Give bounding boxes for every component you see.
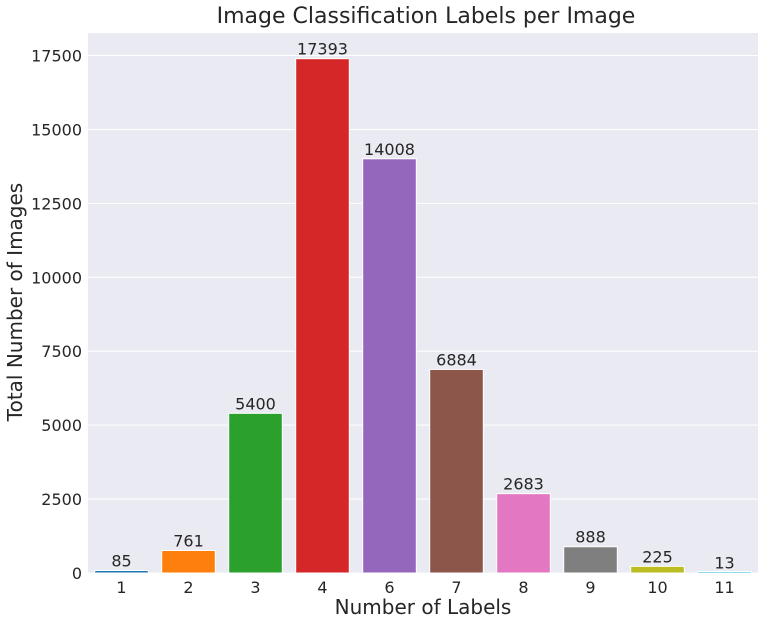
x-tick-label: 8: [518, 578, 528, 597]
x-tick-label: 6: [384, 578, 394, 597]
x-tick-label: 7: [451, 578, 461, 597]
y-axis-ticks: 0 2500 5000 7500 10000 12500 15000 17500: [31, 47, 82, 583]
x-axis-label: Number of Labels: [335, 595, 512, 619]
bar-9: [563, 546, 618, 574]
data-label: 14008: [364, 140, 415, 159]
bar-1: [94, 569, 149, 574]
bar-2: [161, 549, 216, 574]
chart-title: Image Classification Labels per Image: [217, 4, 636, 29]
y-tick-label: 15000: [31, 120, 82, 139]
data-label: 5400: [235, 394, 276, 413]
bar-8: [496, 493, 551, 574]
data-label: 13: [714, 554, 734, 573]
y-tick-label: 7500: [41, 342, 82, 361]
x-axis-ticks: 1 2 3 4 6 7 8 9 10 11: [116, 578, 734, 597]
x-tick-label: 3: [250, 578, 260, 597]
plot-background: [88, 33, 758, 573]
y-axis-label: Total Number of Images: [3, 183, 27, 422]
x-tick-label: 4: [317, 578, 327, 597]
bar-6: [362, 158, 417, 574]
y-tick-label: 10000: [31, 268, 82, 287]
data-label: 225: [642, 547, 673, 566]
y-tick-label: 0: [72, 564, 82, 583]
data-label: 85: [111, 551, 131, 570]
x-tick-label: 9: [585, 578, 595, 597]
y-tick-label: 12500: [31, 194, 82, 213]
bar-11: [697, 571, 752, 574]
y-tick-label: 2500: [41, 490, 82, 509]
bars: [94, 58, 752, 574]
y-tick-label: 17500: [31, 47, 82, 66]
x-tick-label: 11: [714, 578, 734, 597]
data-label: 2683: [503, 475, 544, 494]
data-label: 888: [575, 528, 606, 547]
bar-10: [630, 565, 685, 574]
bar-3: [228, 412, 283, 574]
data-label: 761: [173, 531, 204, 550]
y-tick-label: 5000: [41, 416, 82, 435]
x-tick-label: 1: [116, 578, 126, 597]
x-tick-label: 10: [647, 578, 667, 597]
x-tick-label: 2: [183, 578, 193, 597]
bar-4: [295, 58, 350, 574]
data-label: 6884: [436, 350, 477, 369]
gridlines: [88, 55, 758, 574]
data-labels: 85 761 5400 17393 14008 6884 2683 888 225 13: [111, 40, 734, 573]
data-label: 17393: [297, 40, 348, 59]
bar-7: [429, 368, 484, 574]
